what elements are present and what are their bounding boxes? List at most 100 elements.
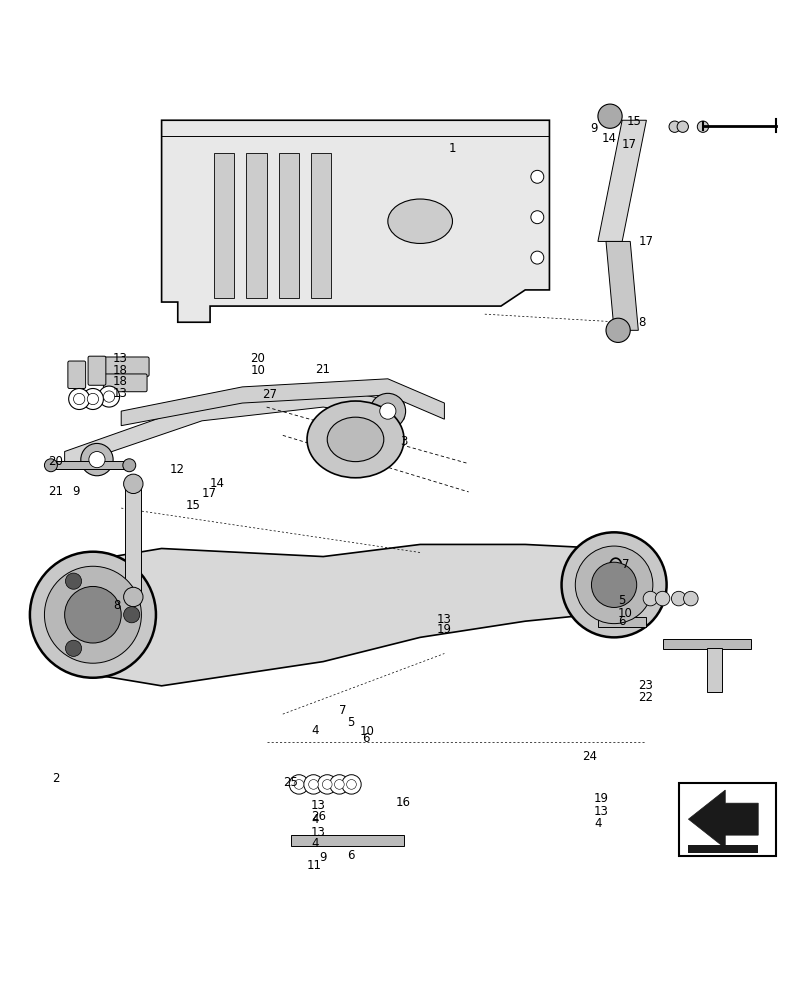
Polygon shape (53, 461, 125, 469)
Bar (688, 845, 758, 853)
Circle shape (103, 391, 115, 402)
Text: 3: 3 (400, 435, 407, 448)
Circle shape (294, 780, 304, 789)
Ellipse shape (388, 199, 452, 243)
Circle shape (655, 591, 670, 606)
Text: 20: 20 (250, 352, 265, 365)
Text: 16: 16 (396, 796, 411, 810)
Text: 6: 6 (618, 615, 625, 628)
Text: 10: 10 (360, 725, 374, 738)
Circle shape (81, 443, 113, 476)
FancyBboxPatch shape (88, 356, 106, 385)
Circle shape (598, 104, 622, 128)
FancyBboxPatch shape (103, 374, 147, 392)
Circle shape (370, 393, 406, 429)
Circle shape (74, 393, 85, 405)
Circle shape (342, 775, 361, 794)
Text: 18: 18 (113, 364, 128, 377)
Bar (214, 153, 234, 298)
Text: 26: 26 (311, 810, 326, 823)
Circle shape (330, 775, 349, 794)
Circle shape (289, 775, 309, 794)
Polygon shape (162, 120, 549, 322)
Circle shape (531, 170, 544, 183)
Text: 24: 24 (582, 750, 597, 763)
Circle shape (99, 386, 120, 407)
FancyBboxPatch shape (102, 357, 149, 376)
Circle shape (44, 566, 141, 663)
Text: 25: 25 (283, 776, 297, 789)
Circle shape (123, 459, 136, 472)
Text: 10: 10 (250, 364, 265, 377)
Circle shape (65, 573, 82, 589)
Text: 17: 17 (638, 235, 654, 248)
Circle shape (69, 388, 90, 410)
Polygon shape (65, 387, 404, 468)
Text: 13: 13 (113, 352, 128, 365)
Text: 17: 17 (622, 138, 638, 151)
Text: 6: 6 (362, 732, 369, 745)
Text: 7: 7 (339, 704, 347, 717)
Circle shape (347, 780, 356, 789)
Text: 19: 19 (436, 623, 452, 636)
Text: 9: 9 (590, 122, 597, 135)
Circle shape (124, 607, 140, 623)
Text: 10: 10 (618, 607, 633, 620)
Text: 9: 9 (73, 485, 80, 498)
Polygon shape (663, 639, 751, 649)
Circle shape (318, 775, 337, 794)
Circle shape (684, 591, 698, 606)
Circle shape (562, 532, 667, 637)
Text: 8: 8 (638, 316, 646, 329)
Text: 18: 18 (113, 375, 128, 388)
Circle shape (82, 388, 103, 410)
Polygon shape (598, 617, 646, 627)
Text: 13: 13 (594, 805, 608, 818)
Text: 2: 2 (53, 772, 60, 785)
Circle shape (531, 251, 544, 264)
Bar (707, 648, 722, 692)
Text: 7: 7 (622, 558, 629, 571)
Polygon shape (688, 790, 758, 848)
Circle shape (309, 780, 318, 789)
Bar (311, 153, 331, 298)
Circle shape (322, 780, 332, 789)
Text: 13: 13 (436, 613, 451, 626)
Polygon shape (65, 544, 630, 686)
Polygon shape (291, 835, 404, 846)
Text: 15: 15 (186, 499, 200, 512)
Text: 4: 4 (311, 813, 318, 826)
Text: 13: 13 (311, 799, 326, 812)
Text: 22: 22 (638, 691, 654, 704)
Polygon shape (125, 484, 141, 597)
Circle shape (304, 775, 323, 794)
Circle shape (606, 318, 630, 342)
Text: 12: 12 (170, 463, 185, 476)
Circle shape (87, 393, 99, 405)
Text: 5: 5 (347, 716, 355, 729)
Circle shape (89, 452, 105, 468)
Polygon shape (606, 241, 638, 330)
Circle shape (575, 546, 653, 624)
Text: 21: 21 (48, 485, 64, 498)
FancyBboxPatch shape (68, 361, 86, 388)
Circle shape (124, 474, 143, 494)
Circle shape (697, 121, 709, 132)
Text: 27: 27 (263, 388, 278, 401)
Ellipse shape (307, 401, 404, 478)
Text: 9: 9 (319, 851, 326, 864)
Text: 6: 6 (347, 849, 355, 862)
Text: 4: 4 (311, 837, 318, 850)
Circle shape (30, 552, 156, 678)
Text: 19: 19 (594, 792, 609, 805)
Text: 5: 5 (618, 594, 625, 607)
Text: 21: 21 (315, 363, 330, 376)
Text: 8: 8 (113, 599, 120, 612)
Circle shape (591, 562, 637, 607)
Circle shape (65, 586, 121, 643)
Circle shape (677, 121, 688, 132)
Text: 4: 4 (311, 724, 318, 737)
Text: 4: 4 (594, 817, 601, 830)
Text: 17: 17 (202, 487, 217, 500)
Bar (279, 153, 299, 298)
